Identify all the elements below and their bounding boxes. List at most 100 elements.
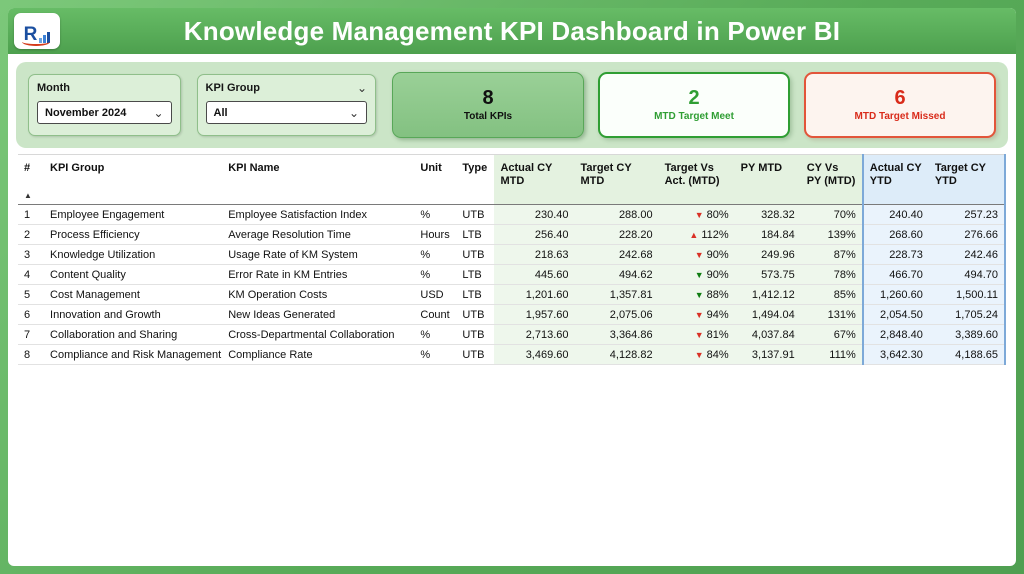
arrow-down-icon: ▼: [694, 349, 704, 360]
column-header[interactable]: KPI Name: [222, 154, 415, 205]
cell-target_mtd: 3,364.86: [574, 324, 659, 345]
cell-cy_vs_py: 70%: [800, 204, 863, 225]
arrow-down-icon: ▼: [694, 289, 704, 300]
page-title: Knowledge Management KPI Dashboard in Po…: [183, 15, 841, 46]
column-header[interactable]: # ▲: [18, 154, 45, 205]
cell-target-vs-actual: ▼ 80%: [658, 204, 735, 225]
cell-py_mtd: 3,137.91: [734, 344, 801, 365]
cell-actual_mtd: 1,201.60: [494, 284, 575, 305]
table-row[interactable]: 8 Compliance and Risk Management Complianc…: [18, 344, 1007, 365]
cell-type: UTB: [456, 204, 495, 225]
cell-n: 6: [18, 304, 45, 325]
cell-cy_vs_py: 78%: [800, 264, 863, 285]
cell-target-vs-actual: ▼ 81%: [658, 324, 735, 345]
cell-target-vs-actual: ▼ 84%: [658, 344, 735, 365]
column-header[interactable]: Unit: [414, 154, 457, 205]
cell-unit: %: [414, 244, 457, 265]
total-kpis-value: 8: [482, 87, 494, 109]
cell-target-vs-actual: ▼ 90%: [658, 264, 735, 285]
cell-group: Cost Management: [44, 284, 223, 305]
column-header[interactable]: Actual CY YTD: [861, 154, 929, 205]
cell-n: 8: [18, 344, 45, 365]
cell-target-vs-actual: ▼ 88%: [658, 284, 735, 305]
cell-py_mtd: 1,412.12: [734, 284, 801, 305]
target-missed-card[interactable]: 6 MTD Target Missed: [804, 72, 996, 138]
cell-actual_ytd: 466.70: [861, 264, 929, 285]
table-row[interactable]: 1 Employee Engagement Employee Satisfactio…: [18, 204, 1007, 225]
cell-target_mtd: 494.62: [574, 264, 659, 285]
target-missed-label: MTD Target Missed: [854, 111, 946, 122]
table-row[interactable]: 3 Knowledge Utilization Usage Rate of KM S…: [18, 244, 1007, 265]
cell-group: Content Quality: [44, 264, 223, 285]
cell-target-vs-actual: ▼ 94%: [658, 304, 735, 325]
column-header[interactable]: Target CY MTD: [574, 154, 659, 205]
chevron-down-icon[interactable]: ⌄: [153, 105, 164, 120]
column-header[interactable]: Actual CY MTD: [494, 154, 575, 205]
chevron-down-icon[interactable]: ⌄: [348, 105, 359, 120]
column-header[interactable]: CY Vs PY (MTD): [800, 154, 863, 205]
column-header[interactable]: Target Vs Act. (MTD): [658, 154, 735, 205]
table-row[interactable]: 4 Content Quality Error Rate in KM Entries…: [18, 264, 1007, 285]
cell-actual_mtd: 445.60: [494, 264, 575, 285]
arrow-down-icon: ▼: [694, 269, 704, 280]
cell-actual_ytd: 228.73: [861, 244, 929, 265]
cell-unit: %: [414, 344, 457, 365]
table-row[interactable]: 6 Innovation and Growth New Ideas Generate…: [18, 304, 1007, 325]
table-row[interactable]: 2 Process Efficiency Average Resolution Ti…: [18, 224, 1007, 245]
cell-py_mtd: 573.75: [734, 264, 801, 285]
cell-group: Process Efficiency: [44, 224, 223, 245]
table-row[interactable]: 5 Cost Management KM Operation Costs USD LTB…: [18, 284, 1007, 305]
cell-type: UTB: [456, 324, 495, 345]
arrow-down-icon: ▼: [694, 329, 704, 340]
cell-py_mtd: 4,037.84: [734, 324, 801, 345]
cell-actual_mtd: 256.40: [494, 224, 575, 245]
chevron-down-icon[interactable]: ⌄: [356, 81, 367, 95]
total-kpis-card[interactable]: 8 Total KPIs: [392, 72, 584, 138]
month-dropdown[interactable]: November 2024 ⌄: [37, 101, 172, 124]
month-slicer-label: Month: [37, 82, 172, 94]
cell-group: Innovation and Growth: [44, 304, 223, 325]
cell-actual_ytd: 3,642.30: [861, 344, 929, 365]
cell-target_ytd: 276.66: [928, 224, 1007, 245]
cell-group: Compliance and Risk Management: [44, 344, 223, 365]
cell-name: Employee Satisfaction Index: [222, 204, 415, 225]
cell-actual_ytd: 240.40: [861, 204, 929, 225]
cell-target_ytd: 494.70: [928, 264, 1007, 285]
cell-actual_mtd: 2,713.60: [494, 324, 575, 345]
table-header-row: # ▲ KPI Group KPI Name Unit Type Actual CY MTD…: [18, 154, 1007, 205]
column-header[interactable]: Type: [456, 154, 495, 205]
cell-target_ytd: 242.46: [928, 244, 1007, 265]
cell-unit: %: [414, 264, 457, 285]
table-body: 1 Employee Engagement Employee Satisfactio…: [18, 204, 1007, 365]
kpi-group-slicer: KPI Group ⌄ All ⌄: [196, 74, 376, 136]
cell-cy_vs_py: 111%: [800, 344, 863, 365]
table-row[interactable]: 7 Collaboration and Sharing Cross-Departme…: [18, 324, 1007, 345]
cell-type: UTB: [456, 244, 495, 265]
cell-n: 5: [18, 284, 45, 305]
cell-name: Error Rate in KM Entries: [222, 264, 415, 285]
cell-name: Compliance Rate: [222, 344, 415, 365]
column-header[interactable]: KPI Group: [44, 154, 223, 205]
cell-type: UTB: [456, 344, 495, 365]
cell-target_ytd: 3,389.60: [928, 324, 1007, 345]
cell-py_mtd: 328.32: [734, 204, 801, 225]
cell-cy_vs_py: 139%: [800, 224, 863, 245]
cell-py_mtd: 1,494.04: [734, 304, 801, 325]
cell-actual_ytd: 268.60: [861, 224, 929, 245]
cell-name: Usage Rate of KM System: [222, 244, 415, 265]
column-header[interactable]: PY MTD: [734, 154, 801, 205]
sort-ascending-icon[interactable]: ▲: [24, 191, 32, 200]
cell-actual_mtd: 1,957.60: [494, 304, 575, 325]
cell-name: New Ideas Generated: [222, 304, 415, 325]
cell-actual_ytd: 2,054.50: [861, 304, 929, 325]
cell-cy_vs_py: 67%: [800, 324, 863, 345]
cell-unit: USD: [414, 284, 457, 305]
column-header[interactable]: Target CY YTD: [928, 154, 1007, 205]
target-meet-card[interactable]: 2 MTD Target Meet: [598, 72, 790, 138]
cell-target_ytd: 257.23: [928, 204, 1007, 225]
arrow-down-icon: ▼: [694, 249, 704, 260]
kpi-group-dropdown[interactable]: All ⌄: [205, 101, 367, 124]
cell-type: LTB: [456, 224, 495, 245]
cell-actual_mtd: 3,469.60: [494, 344, 575, 365]
cell-target_ytd: 1,705.24: [928, 304, 1007, 325]
